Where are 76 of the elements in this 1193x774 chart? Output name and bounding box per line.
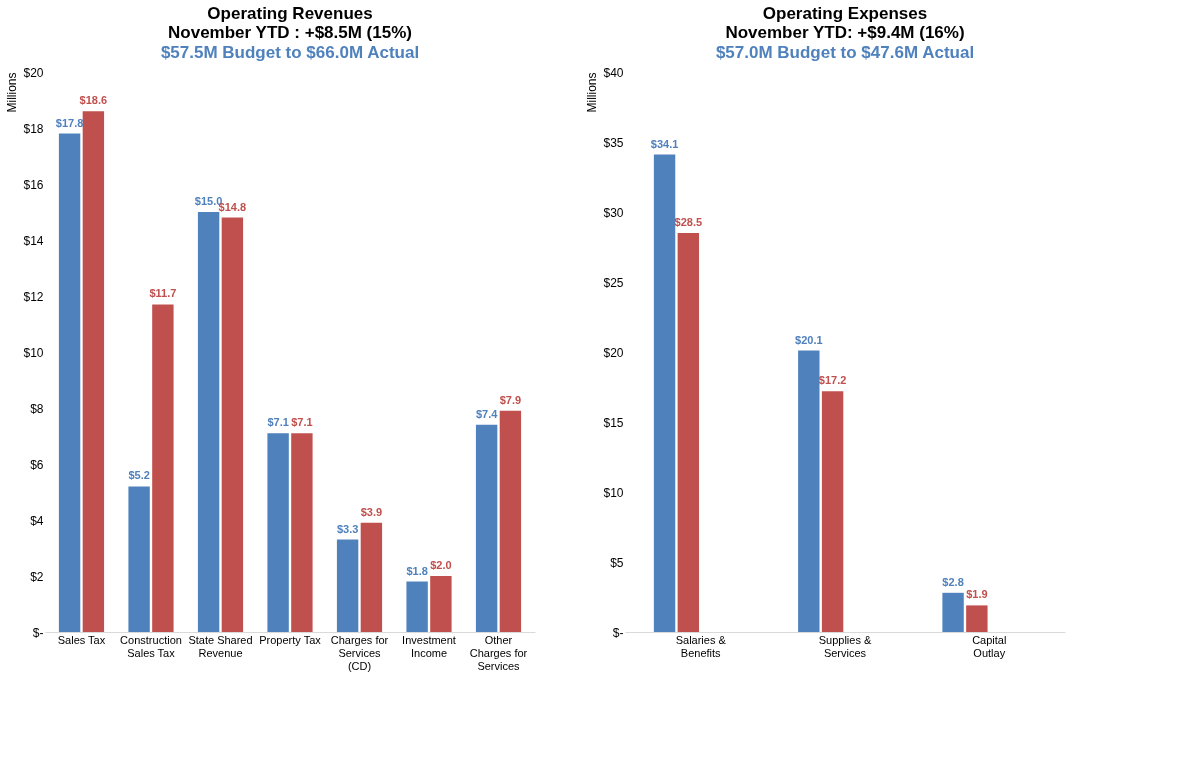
x-tick-label: Charges for Services (CD)	[330, 633, 389, 672]
y-tick-label: $20	[23, 65, 44, 80]
data-label: $34.1	[650, 137, 679, 150]
data-label: $18.6	[79, 94, 108, 107]
text: November YTD : +$8.5M (15%)	[168, 23, 412, 42]
x-tick-label: Other Charges for Services	[469, 633, 528, 672]
bar	[221, 217, 244, 632]
y-tick-label: $10	[23, 345, 44, 360]
x-tick-label: Supplies & Services	[818, 633, 872, 659]
chart-subtitle: $57.5M Budget to $66.0M Actual	[160, 43, 420, 62]
y-tick-label: $35	[603, 135, 624, 150]
bar	[430, 576, 452, 632]
y-tick-label: $4	[30, 513, 44, 528]
y-tick-label: $8	[30, 401, 44, 416]
data-label: $7.1	[267, 416, 289, 429]
x-tick-label: State Shared Revenue	[188, 633, 253, 659]
bar	[653, 154, 676, 632]
text: Operating Expenses	[762, 4, 928, 23]
data-label: $3.3	[336, 522, 359, 535]
bar	[58, 133, 81, 632]
x-tick-label: Sales Tax	[57, 633, 106, 646]
bar	[197, 212, 220, 632]
y-tick-label: $15	[603, 415, 624, 430]
bar	[267, 433, 289, 632]
bar	[336, 539, 359, 632]
data-label: $17.2	[818, 374, 847, 387]
bar	[82, 111, 105, 632]
y-tick-label: $18	[23, 121, 44, 136]
bar	[291, 433, 313, 632]
y-tick-label: $14	[23, 233, 44, 248]
data-label: $28.5	[674, 216, 703, 228]
data-label: $17.8	[55, 116, 84, 129]
y-tick-label: $40	[603, 65, 624, 80]
x-tick-label: Capital Outlay	[972, 633, 1007, 659]
data-label: $7.9	[499, 393, 522, 406]
text: November YTD: +$9.4M (16%)	[725, 23, 965, 42]
y-tick-label: $6	[30, 457, 44, 472]
x-tick-label: Salaries & Benefits	[675, 633, 727, 659]
y-tick-label: $25	[603, 275, 624, 290]
data-label: $5.2	[128, 469, 150, 482]
bar	[475, 424, 498, 632]
y-tick-label: $10	[603, 485, 624, 500]
data-label: $7.1	[291, 416, 313, 429]
y-tick-label: $-	[612, 625, 624, 640]
bar	[798, 350, 820, 632]
y-axis-title: Millions	[5, 72, 20, 113]
bar	[942, 592, 964, 632]
y-tick-label: $30	[603, 205, 624, 220]
y-tick-label: $12	[23, 289, 44, 304]
y-tick-label: $16	[23, 177, 44, 192]
y-tick-label: $2	[30, 569, 44, 584]
bar	[821, 391, 844, 632]
bar	[128, 486, 150, 632]
chart-subtitle: $57.0M Budget to $47.6M Actual	[715, 43, 975, 62]
data-label: $3.9	[360, 505, 383, 518]
bar	[677, 233, 700, 632]
x-tick-label: Construction Sales Tax	[120, 633, 182, 659]
data-label: $2.0	[430, 559, 452, 571]
x-tick-label: Property Tax	[259, 633, 322, 646]
data-label: $20.1	[795, 333, 823, 346]
bar	[406, 581, 428, 632]
y-tick-label: $-	[32, 625, 44, 640]
data-label: $1.8	[406, 564, 428, 577]
y-tick-label: $5	[610, 555, 624, 570]
x-tick-label: Investment Income	[402, 633, 456, 659]
text: Operating Revenues	[207, 4, 373, 23]
data-label: $2.8	[942, 575, 964, 588]
bar	[499, 410, 522, 632]
bar	[360, 522, 383, 632]
data-label: $7.4	[475, 407, 499, 420]
bar	[152, 304, 174, 632]
y-axis-title: Millions	[585, 72, 600, 113]
data-label: $1.9	[966, 588, 988, 601]
data-label: $11.7	[149, 287, 177, 300]
bar	[966, 605, 988, 632]
y-tick-label: $20	[603, 345, 624, 360]
